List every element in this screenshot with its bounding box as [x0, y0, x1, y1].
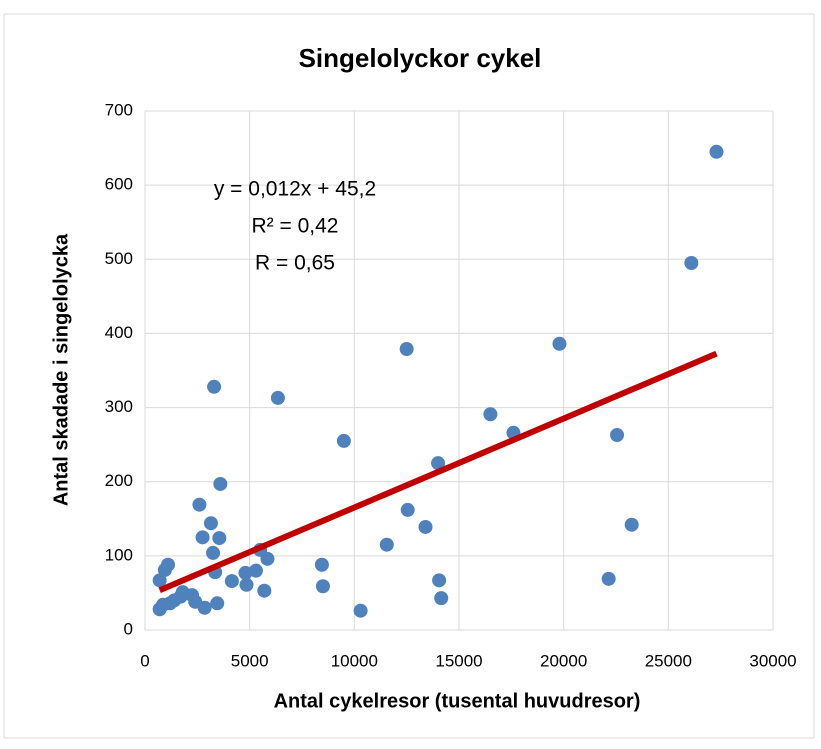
- scatter-point: [314, 557, 329, 572]
- y-tick-label: 200: [105, 471, 133, 490]
- trend-annotation: y = 0,012x + 45,2: [214, 178, 376, 201]
- scatter-point: [610, 428, 625, 443]
- scatter-point: [400, 502, 415, 517]
- chart-border: [3, 13, 815, 739]
- scatter-point: [257, 583, 272, 598]
- trend-annotation: R² = 0,42: [252, 215, 339, 238]
- x-tick-label: 15000: [435, 651, 482, 670]
- scatter-point: [210, 596, 225, 611]
- scatter-point: [238, 565, 253, 580]
- scatter-point: [709, 144, 724, 159]
- y-tick-label: 700: [105, 100, 133, 119]
- scatter-point: [336, 433, 351, 448]
- scatter-point: [207, 379, 222, 394]
- x-tick-label: 10000: [331, 651, 378, 670]
- scatter-point: [379, 537, 394, 552]
- scatter-point: [203, 516, 218, 531]
- scatter-point: [434, 591, 449, 606]
- scatter-point: [353, 603, 368, 618]
- scatter-point: [315, 579, 330, 594]
- scatter-point: [483, 407, 498, 422]
- scatter-point: [432, 573, 447, 588]
- x-tick-label: 20000: [540, 651, 587, 670]
- x-tick-label: 5000: [231, 651, 269, 670]
- scatter-point: [152, 573, 167, 588]
- scatter-point: [260, 551, 275, 566]
- scatter-point: [270, 390, 285, 405]
- scatter-point: [213, 476, 228, 491]
- scatter-point: [192, 497, 207, 512]
- trendline: [158, 350, 718, 594]
- scatter-point: [206, 545, 221, 560]
- scatter-point: [552, 336, 567, 351]
- x-tick-label: 30000: [749, 651, 796, 670]
- scatter-point: [161, 557, 176, 572]
- y-tick-label: 400: [105, 323, 133, 342]
- y-tick-label: 500: [105, 249, 133, 268]
- scatter-point: [624, 517, 639, 532]
- y-tick-label: 0: [124, 619, 133, 638]
- scatter-point: [224, 574, 239, 589]
- y-tick-label: 300: [105, 397, 133, 416]
- scatter-point: [197, 600, 212, 615]
- x-tick-label: 25000: [645, 651, 692, 670]
- x-axis-title: Antal cykelresor (tusental huvudresor): [274, 690, 641, 712]
- scatter-point: [239, 577, 254, 592]
- scatter-point: [399, 341, 414, 356]
- y-axis-title: Antal skadade i singelolycka: [50, 233, 72, 506]
- scatter-point: [195, 530, 210, 545]
- trend-annotation: R = 0,65: [255, 252, 335, 275]
- scatter-point: [684, 255, 699, 270]
- scatter-point: [248, 563, 263, 578]
- chart-title: Singelolyckor cykel: [299, 43, 542, 73]
- scatter-point: [212, 531, 227, 546]
- x-tick-label: 0: [140, 651, 149, 670]
- scatter-point: [601, 571, 616, 586]
- scatter-point: [418, 519, 433, 534]
- y-tick-label: 600: [105, 175, 133, 194]
- scatter-point: [431, 456, 446, 471]
- y-tick-label: 100: [105, 545, 133, 564]
